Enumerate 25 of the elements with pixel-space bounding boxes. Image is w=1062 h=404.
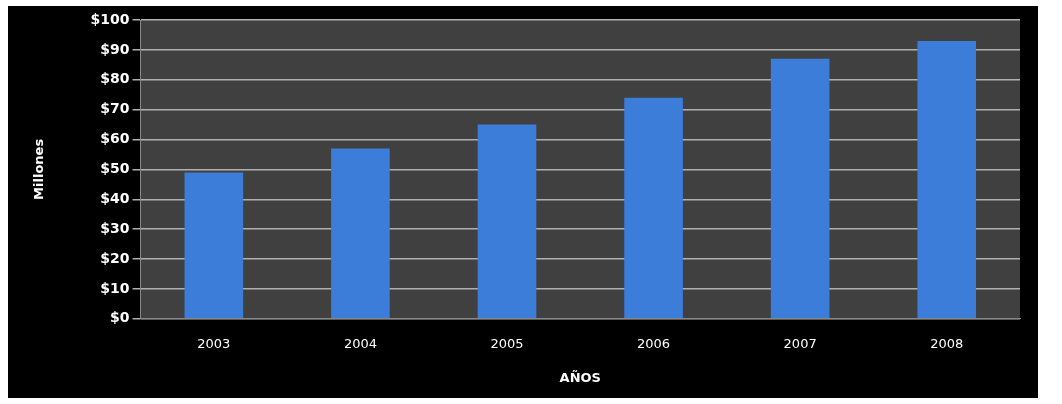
x-tick-label: 2003 — [197, 335, 231, 351]
bar — [184, 172, 244, 319]
bar — [331, 148, 390, 319]
y-tick-label: $70 — [100, 100, 130, 117]
y-tick-label: $10 — [100, 279, 130, 296]
y-tick-label: $100 — [90, 10, 130, 27]
bar — [917, 40, 977, 319]
y-tick-label: $90 — [100, 40, 130, 57]
y-tick-label: $50 — [100, 160, 130, 177]
y-tick-label: $40 — [100, 189, 130, 206]
bar — [477, 124, 537, 319]
y-tick-label: $60 — [100, 130, 130, 147]
x-tick-label: 2008 — [930, 335, 964, 351]
bar — [624, 97, 683, 319]
x-tick-label: 2006 — [637, 335, 671, 351]
bar — [770, 58, 830, 319]
x-tick-label: 2005 — [490, 335, 524, 351]
x-axis-title: AÑOS — [559, 369, 601, 385]
y-tick-label: $80 — [100, 70, 130, 87]
x-tick-label: 2007 — [783, 335, 817, 351]
y-tick-label: $20 — [100, 249, 130, 266]
y-tick-label: $0 — [110, 309, 130, 326]
y-tick-label: $30 — [100, 219, 130, 236]
y-axis-title: Millones — [31, 138, 47, 200]
x-tick-label: 2004 — [343, 335, 377, 351]
